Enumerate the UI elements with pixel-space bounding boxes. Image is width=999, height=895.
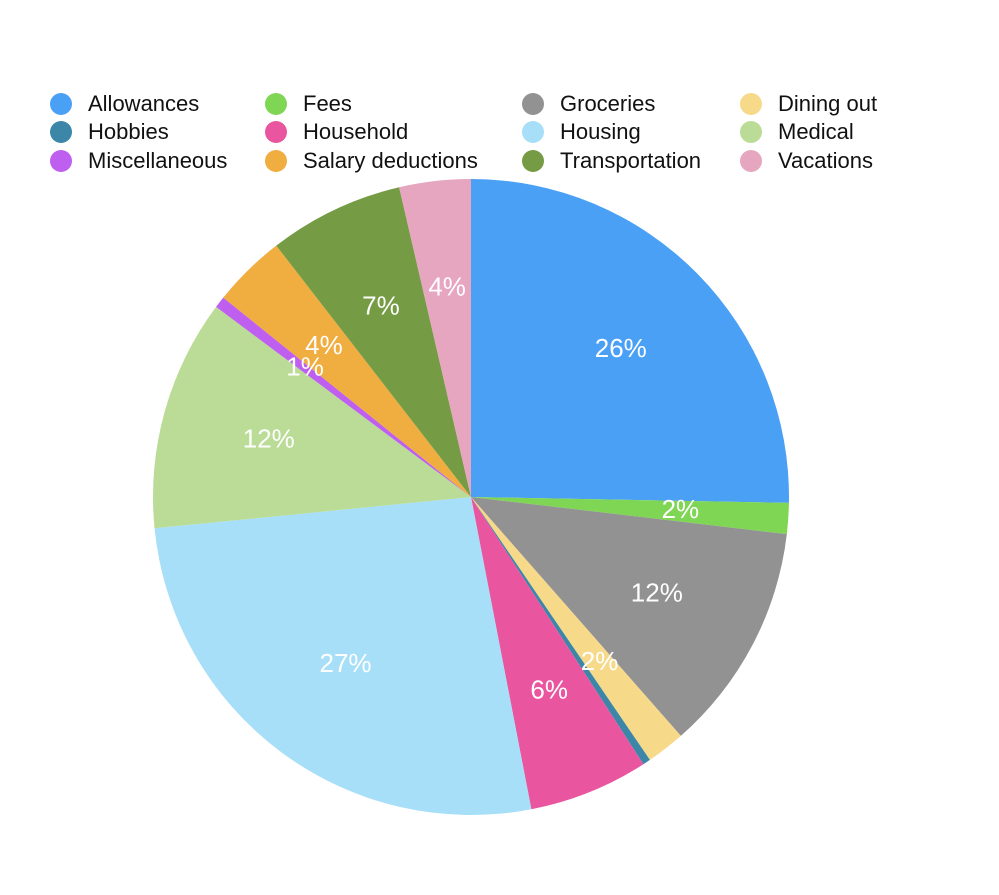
pie-slice-allowances bbox=[471, 179, 789, 503]
slice-label-fees: 2% bbox=[662, 494, 700, 524]
slice-label-allowances: 26% bbox=[595, 333, 647, 363]
legend-item-dining-out: Dining out bbox=[740, 90, 877, 118]
legend-item-hobbies: Hobbies bbox=[50, 118, 169, 146]
legend-item-vacations: Vacations bbox=[740, 147, 873, 175]
vacations-color-dot-icon bbox=[740, 150, 762, 172]
pie-slice-fees bbox=[471, 497, 789, 535]
pie-slice-groceries bbox=[471, 497, 787, 736]
miscellaneous-color-dot-icon bbox=[50, 150, 72, 172]
pie-slice-hobbies bbox=[471, 497, 650, 765]
legend-label: Transportation bbox=[560, 148, 702, 173]
housing-color-dot-icon bbox=[522, 121, 544, 143]
legend-item-fees: Fees bbox=[265, 90, 352, 118]
legend-label: Housing bbox=[560, 119, 641, 144]
chart-legend: Allowances Fees Groceries Dining out Hob… bbox=[50, 90, 950, 180]
legend-label: Vacations bbox=[778, 148, 873, 173]
slice-label-transportation: 7% bbox=[362, 290, 400, 320]
salary-deductions-color-dot-icon bbox=[265, 150, 287, 172]
legend-item-housing: Housing bbox=[522, 118, 641, 146]
pie-slice-miscellaneous bbox=[216, 297, 471, 497]
pie-slice-household bbox=[471, 497, 644, 810]
groceries-color-dot-icon bbox=[522, 93, 544, 115]
pie-slice-housing bbox=[154, 497, 532, 815]
legend-item-household: Household bbox=[265, 118, 408, 146]
legend-label: Miscellaneous bbox=[88, 148, 228, 173]
legend-label: Groceries bbox=[560, 91, 656, 116]
legend-label: Household bbox=[303, 119, 409, 144]
allowances-color-dot-icon bbox=[50, 93, 72, 115]
slice-label-vacations: 4% bbox=[428, 271, 466, 301]
dining-out-color-dot-icon bbox=[740, 93, 762, 115]
pie-slice-dining-out bbox=[471, 497, 681, 760]
legend-item-groceries: Groceries bbox=[522, 90, 655, 118]
household-color-dot-icon bbox=[265, 121, 287, 143]
slice-label-groceries: 12% bbox=[631, 577, 683, 607]
slice-label-salary-deductions: 4% bbox=[305, 330, 343, 360]
fees-color-dot-icon bbox=[265, 93, 287, 115]
legend-label: Hobbies bbox=[88, 119, 169, 144]
legend-item-allowances: Allowances bbox=[50, 90, 199, 118]
medical-color-dot-icon bbox=[740, 121, 762, 143]
pie-slice-salary-deductions bbox=[223, 245, 471, 497]
legend-item-transportation: Transportation bbox=[522, 147, 701, 175]
legend-label: Medical bbox=[778, 119, 854, 144]
pie-slice-transportation bbox=[276, 187, 471, 497]
slice-label-medical: 12% bbox=[243, 424, 295, 454]
legend-item-salary-deductions: Salary deductions bbox=[265, 147, 478, 175]
pie-slice-vacations bbox=[399, 179, 471, 497]
slice-label-household: 6% bbox=[530, 675, 568, 705]
legend-label: Salary deductions bbox=[303, 148, 478, 173]
legend-label: Dining out bbox=[778, 91, 878, 116]
transportation-color-dot-icon bbox=[522, 150, 544, 172]
legend-item-miscellaneous: Miscellaneous bbox=[50, 147, 227, 175]
legend-item-medical: Medical bbox=[740, 118, 854, 146]
pie-slice-medical bbox=[153, 306, 471, 529]
hobbies-color-dot-icon bbox=[50, 121, 72, 143]
slice-label-miscellaneous: 1% bbox=[286, 351, 324, 381]
legend-label: Allowances bbox=[88, 91, 200, 116]
legend-label: Fees bbox=[303, 91, 352, 116]
slice-label-dining-out: 2% bbox=[581, 646, 619, 676]
slice-label-housing: 27% bbox=[320, 648, 372, 678]
